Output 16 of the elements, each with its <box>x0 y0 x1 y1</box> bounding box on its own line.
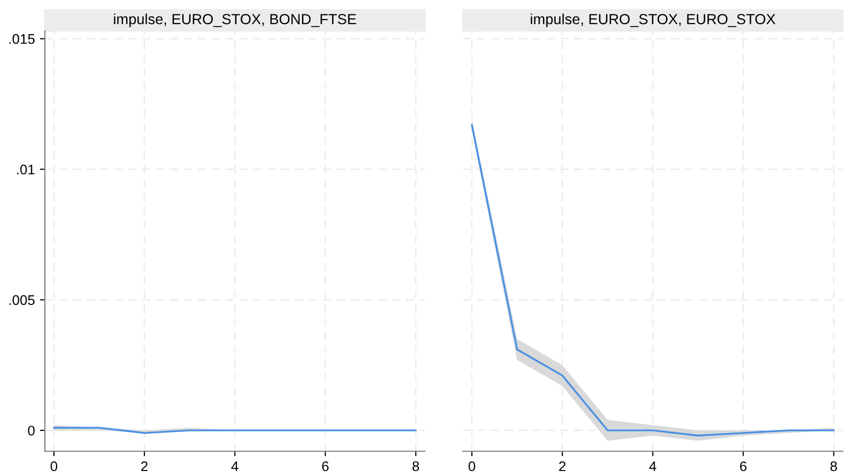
x-tick-label: 0 <box>468 461 476 472</box>
x-tick-label: 2 <box>141 461 148 472</box>
x-tick-label: 4 <box>231 461 238 472</box>
x-tick-label: 6 <box>740 461 747 472</box>
chart-title: impulse, EURO_STOX, BOND_FTSE <box>114 14 356 28</box>
x-tick-label: 8 <box>830 461 837 472</box>
x-tick-label: 6 <box>322 461 329 472</box>
chart-title: impulse, EURO_STOX, EURO_STOX <box>530 14 776 28</box>
x-tick-label: 8 <box>412 461 420 472</box>
x-tick-label: 0 <box>50 461 58 472</box>
x-tick-label: 2 <box>559 461 566 472</box>
y-tick-label: .015 <box>9 34 35 44</box>
x-tick-label: 4 <box>649 461 656 472</box>
y-tick-label: 0 <box>28 426 35 436</box>
y-tick-label: .005 <box>9 295 35 305</box>
y-tick-label: .01 <box>17 164 34 174</box>
